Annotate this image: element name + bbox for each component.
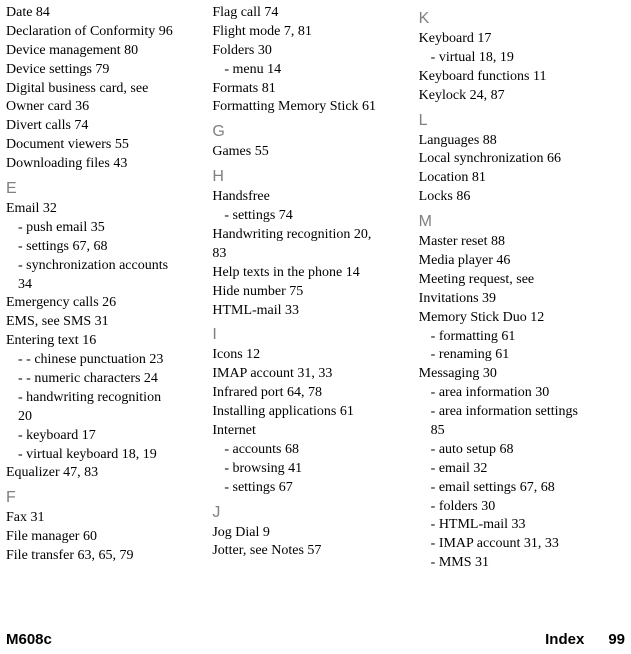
section-letter: K: [419, 10, 617, 28]
index-entry: Memory Stick Duo 12: [419, 309, 617, 328]
index-subentry: 85: [419, 422, 617, 441]
section-letter: F: [6, 489, 204, 507]
index-subentry: - email settings 67, 68: [419, 479, 617, 498]
section-letter: E: [6, 180, 204, 198]
index-entry: Device management 80: [6, 42, 204, 61]
index-entry: Installing applications 61: [212, 403, 410, 422]
index-entry: Messaging 30: [419, 365, 617, 384]
index-subentry: - settings 74: [212, 207, 410, 226]
section-letter: I: [212, 326, 410, 344]
index-entry: Formatting Memory Stick 61: [212, 98, 410, 117]
index-subentry: - settings 67, 68: [6, 238, 204, 257]
index-entry: Internet: [212, 422, 410, 441]
index-subentry: - IMAP account 31, 33: [419, 535, 617, 554]
index-subentry: 34: [6, 276, 204, 295]
index-subentry: - area information settings: [419, 403, 617, 422]
index-entry: Local synchronization 66: [419, 150, 617, 169]
index-columns: Date 84Declaration of Conformity 96Devic…: [0, 0, 631, 573]
index-subentry: - virtual keyboard 18, 19: [6, 446, 204, 465]
index-entry: Divert calls 74: [6, 117, 204, 136]
index-entry: Handsfree: [212, 188, 410, 207]
index-entry: Owner card 36: [6, 98, 204, 117]
index-entry: File transfer 63, 65, 79: [6, 547, 204, 566]
section-letter: J: [212, 504, 410, 522]
index-subentry: - folders 30: [419, 498, 617, 517]
index-entry: Invitations 39: [419, 290, 617, 309]
index-entry: Date 84: [6, 4, 204, 23]
index-subentry: - formatting 61: [419, 328, 617, 347]
page-footer: M608c Index 99: [6, 631, 625, 648]
section-letter: G: [212, 123, 410, 141]
index-entry: Icons 12: [212, 346, 410, 365]
index-entry: Flight mode 7, 81: [212, 23, 410, 42]
index-entry: Handwriting recognition 20,: [212, 226, 410, 245]
index-subentry: - handwriting recognition: [6, 389, 204, 408]
index-entry: Entering text 16: [6, 332, 204, 351]
index-subentry: - synchronization accounts: [6, 257, 204, 276]
section-letter: M: [419, 213, 617, 231]
index-entry: Location 81: [419, 169, 617, 188]
index-subentry: - renaming 61: [419, 346, 617, 365]
index-entry: Flag call 74: [212, 4, 410, 23]
index-entry: Document viewers 55: [6, 136, 204, 155]
index-subentry: - HTML-mail 33: [419, 516, 617, 535]
index-entry: Games 55: [212, 143, 410, 162]
index-entry: Downloading files 43: [6, 155, 204, 174]
index-entry: 83: [212, 245, 410, 264]
section-letter: L: [419, 112, 617, 130]
index-subentry: - push email 35: [6, 219, 204, 238]
index-entry: Equalizer 47, 83: [6, 464, 204, 483]
index-subentry: - browsing 41: [212, 460, 410, 479]
index-entry: Folders 30: [212, 42, 410, 61]
index-subentry: - MMS 31: [419, 554, 617, 573]
index-entry: Media player 46: [419, 252, 617, 271]
index-entry: Jotter, see Notes 57: [212, 542, 410, 561]
index-subentry: - - numeric characters 24: [6, 370, 204, 389]
index-entry: Keylock 24, 87: [419, 87, 617, 106]
index-subentry: - area information 30: [419, 384, 617, 403]
index-entry: EMS, see SMS 31: [6, 313, 204, 332]
index-entry: Master reset 88: [419, 233, 617, 252]
index-subentry: - settings 67: [212, 479, 410, 498]
index-subentry: - email 32: [419, 460, 617, 479]
index-entry: Locks 86: [419, 188, 617, 207]
index-entry: Help texts in the phone 14: [212, 264, 410, 283]
index-entry: File manager 60: [6, 528, 204, 547]
index-entry: Infrared port 64, 78: [212, 384, 410, 403]
index-subentry: - accounts 68: [212, 441, 410, 460]
index-entry: HTML-mail 33: [212, 302, 410, 321]
index-subentry: - - chinese punctuation 23: [6, 351, 204, 370]
index-entry: Jog Dial 9: [212, 524, 410, 543]
index-subentry: 20: [6, 408, 204, 427]
index-column-1: Date 84Declaration of Conformity 96Devic…: [6, 4, 212, 573]
index-entry: Keyboard 17: [419, 30, 617, 49]
index-subentry: - auto setup 68: [419, 441, 617, 460]
index-subentry: - virtual 18, 19: [419, 49, 617, 68]
footer-section: Index: [545, 631, 584, 648]
index-subentry: - menu 14: [212, 61, 410, 80]
index-entry: Hide number 75: [212, 283, 410, 302]
index-entry: Fax 31: [6, 509, 204, 528]
index-entry: Emergency calls 26: [6, 294, 204, 313]
section-letter: H: [212, 168, 410, 186]
index-entry: Device settings 79: [6, 61, 204, 80]
index-entry: Meeting request, see: [419, 271, 617, 290]
index-column-2: Flag call 74Flight mode 7, 81Folders 30-…: [212, 4, 418, 573]
index-entry: Keyboard functions 11: [419, 68, 617, 87]
index-subentry: - keyboard 17: [6, 427, 204, 446]
index-entry: Declaration of Conformity 96: [6, 23, 204, 42]
footer-right: Index 99: [545, 631, 625, 648]
footer-model: M608c: [6, 631, 52, 648]
footer-page-number: 99: [608, 631, 625, 648]
index-column-3: K Keyboard 17- virtual 18, 19Keyboard fun…: [419, 4, 625, 573]
index-entry: Languages 88: [419, 132, 617, 151]
index-entry: Formats 81: [212, 80, 410, 99]
index-entry: Digital business card, see: [6, 80, 204, 99]
index-entry: IMAP account 31, 33: [212, 365, 410, 384]
index-entry: Email 32: [6, 200, 204, 219]
